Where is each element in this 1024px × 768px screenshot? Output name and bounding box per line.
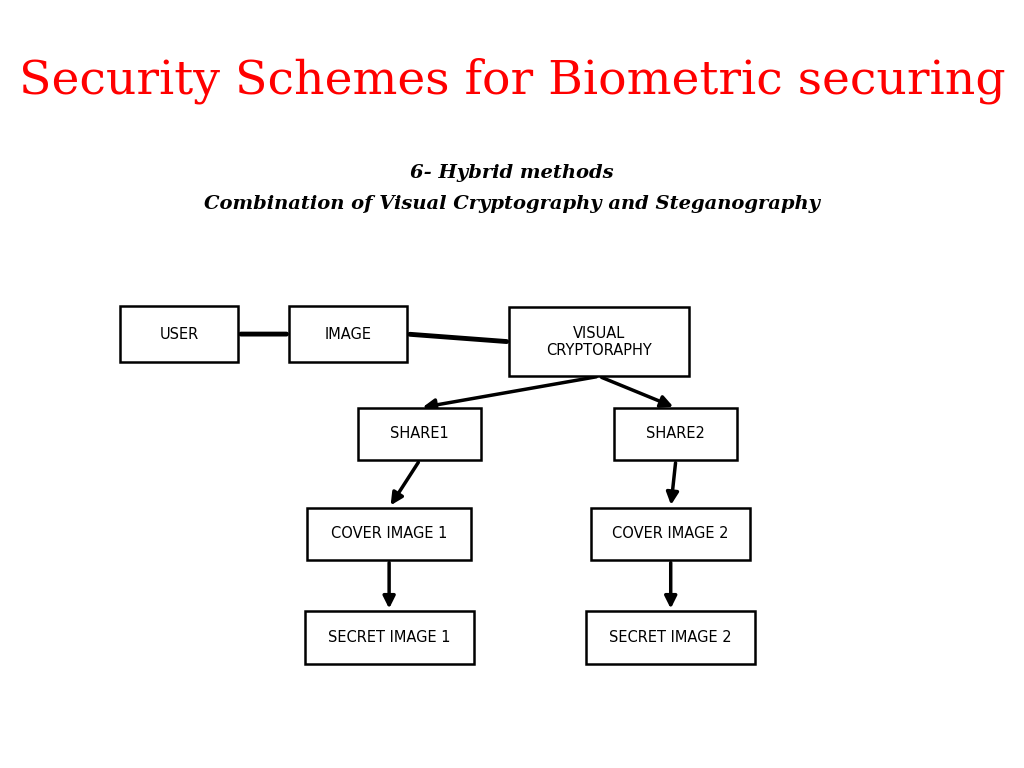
Text: VISUAL
CRYPTORAPHY: VISUAL CRYPTORAPHY [546,326,652,358]
Text: SHARE2: SHARE2 [646,426,706,442]
FancyBboxPatch shape [358,408,481,460]
Text: COVER IMAGE 2: COVER IMAGE 2 [612,526,729,541]
Text: IMAGE: IMAGE [325,326,372,342]
Text: Combination of Visual Cryptography and Steganography: Combination of Visual Cryptography and S… [204,194,820,213]
FancyBboxPatch shape [614,408,737,460]
FancyBboxPatch shape [305,611,473,664]
Text: Security Schemes for Biometric securing: Security Schemes for Biometric securing [18,58,1006,104]
FancyBboxPatch shape [586,611,756,664]
FancyBboxPatch shape [509,307,688,376]
Text: 6- Hybrid methods: 6- Hybrid methods [411,164,613,182]
Text: SECRET IMAGE 1: SECRET IMAGE 1 [328,630,451,645]
FancyBboxPatch shape [290,306,408,362]
Text: USER: USER [160,326,199,342]
Text: SHARE1: SHARE1 [390,426,450,442]
Text: COVER IMAGE 1: COVER IMAGE 1 [331,526,447,541]
FancyBboxPatch shape [592,508,750,560]
FancyBboxPatch shape [121,306,238,362]
Text: SECRET IMAGE 2: SECRET IMAGE 2 [609,630,732,645]
FancyBboxPatch shape [307,508,471,560]
